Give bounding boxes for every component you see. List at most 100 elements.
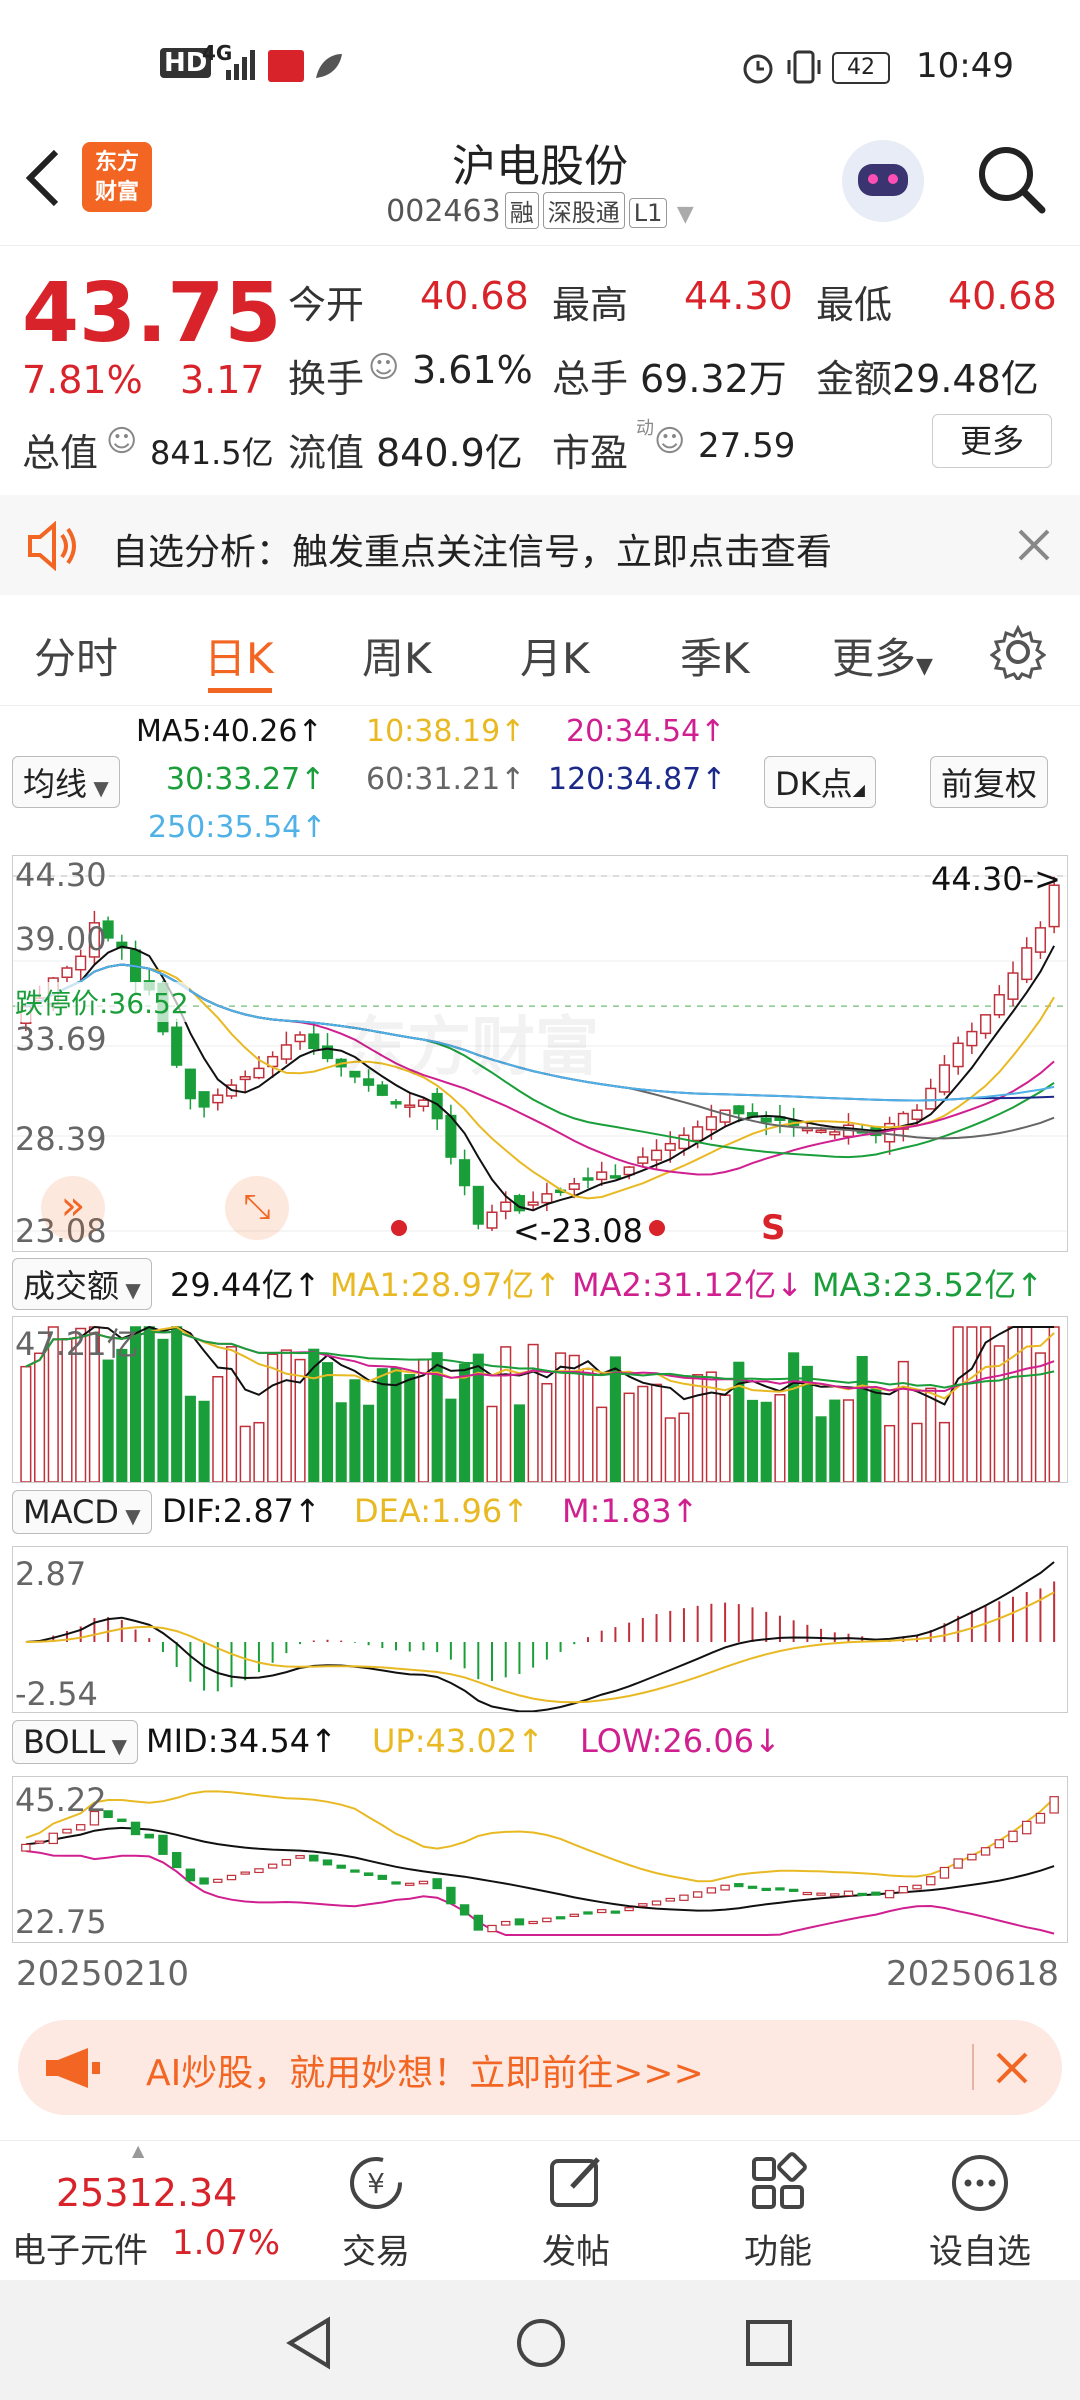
volume-bar [363,1404,375,1482]
nav-home-icon[interactable] [514,2316,568,2370]
stock-code-line[interactable]: 002463 融深股通 L1 ▼ [0,192,1080,229]
ma30-label: 30:33.27↑ [166,762,326,797]
signal-dot[interactable] [391,1220,407,1236]
tab-intraday[interactable]: 分时 [34,634,119,683]
boll-candle [542,1917,552,1923]
expand-sidebar-icon[interactable]: » [41,1176,105,1240]
candle [897,1112,909,1130]
functions-label: 功能 [744,2232,812,2272]
candle [198,1091,210,1108]
grid-apps-icon [752,2152,807,2209]
volume-bar [1034,1352,1046,1482]
hd-icon: HD [160,48,212,78]
y-label-4: 28.39 [15,1120,107,1158]
ai-ad-banner[interactable]: AI炒股，就用妙想！立即前往>>> [18,2020,1062,2115]
ma-line [25,963,1055,1200]
close-icon[interactable] [1016,527,1052,563]
fullscreen-icon[interactable]: ⤡ [225,1176,289,1240]
signal-s-marker[interactable]: S [761,1208,786,1248]
boll-candle [788,1888,799,1892]
volume-bar [938,1421,951,1482]
volume-bar [157,1338,169,1482]
candle [486,1211,498,1229]
tab-quarterly-k[interactable]: 季K [680,634,750,683]
boll-candle [679,1894,689,1901]
dropdown-triangle-icon: ▼ [676,202,694,227]
index-value[interactable]: 25312.34 [56,2171,238,2215]
volume-chart[interactable]: 47.21亿 [12,1316,1068,1483]
boll-selector[interactable]: BOLL ▼ [12,1720,138,1764]
adjust-price-button[interactable]: 前复权 [930,756,1049,808]
macd-svg [25,1561,1056,1712]
volume-selector[interactable]: 成交额 ▼ [12,1258,152,1310]
speaker-icon [28,521,76,571]
status-bar: HD 4G 42 10:49 [0,0,1080,130]
boll-candle [802,1891,813,1896]
volume-bar [719,1394,731,1482]
info-icon[interactable]: ☺ [106,424,138,459]
y-label-2: 39.00 [15,920,107,958]
boll-candle [871,1891,881,1896]
search-icon[interactable] [972,140,1052,220]
signal-dot[interactable] [649,1220,665,1236]
functions-button[interactable]: 功能 [708,2151,848,2273]
candle [623,1166,635,1176]
ma-selector[interactable]: 均线 ▼ [12,756,120,808]
candle [61,967,73,979]
tab-monthly-k[interactable]: 月K [520,634,590,683]
add-watchlist-button[interactable]: 设自选 [910,2151,1050,2273]
low-label: 最低 [816,283,893,327]
close-icon[interactable] [994,2050,1030,2086]
back-arrow-icon[interactable] [22,148,62,208]
nav-back-icon[interactable] [284,2316,334,2370]
index-name[interactable]: 电子元件 [12,2231,148,2271]
pe-label: 市盈 [552,431,629,475]
clock: 10:49 [916,46,1014,86]
candle [239,1076,251,1081]
volume-bar [349,1379,361,1482]
boll-candle [912,1884,922,1890]
candle [719,1109,731,1123]
stock-header: 东方 财富 沪电股份 002463 融深股通 L1 ▼ [0,130,1080,246]
tab-daily-k[interactable]: 日K [204,634,274,683]
limit-down-label: 跌停价:36.52 [15,982,189,1022]
candle [102,920,114,939]
boll-candle [569,1913,579,1917]
volume-bar [568,1354,580,1482]
macd-dea: DEA:1.96↑ [354,1492,530,1530]
volume-bar [541,1383,553,1482]
candle [678,1134,690,1150]
collapse-arrow-icon[interactable]: ▲ [132,2141,145,2160]
analysis-banner[interactable]: 自选分析：触发重点关注信号，立即点击查看 [0,495,1080,595]
trade-button[interactable]: ¥ 交易 [306,2151,446,2273]
dk-point-button[interactable]: DK点◢ [764,756,876,808]
boll-candle [775,1887,785,1891]
kline-chart[interactable]: 44.30 39.00 33.69 28.39 23.08 跌停价:36.52 … [12,855,1068,1252]
eastmoney-logo[interactable]: 东方 财富 [82,142,152,212]
tab-more[interactable]: 更多▼ [832,634,933,683]
candle [212,1094,224,1104]
boll-candle [816,1892,826,1896]
boll-line [25,1826,1055,1912]
robot-assistant-icon[interactable] [842,140,924,222]
macd-selector[interactable]: MACD ▼ [12,1490,152,1534]
info-icon[interactable]: ☺ [654,424,686,459]
boll-chart[interactable]: 45.22 22.75 [12,1776,1068,1943]
volume-bar [1007,1326,1019,1482]
info-icon[interactable]: ☺ [368,350,400,385]
boll-candle [446,1886,456,1905]
candle [116,941,128,949]
post-button[interactable]: 发帖 [506,2151,646,2273]
boll-candle [857,1892,867,1897]
macd-chart[interactable]: 2.87 -2.54 [12,1546,1068,1713]
index-change: 1.07% [172,2223,281,2263]
open-label: 今开 [288,283,365,327]
volume-bar [390,1367,402,1482]
tab-weekly-k[interactable]: 周K [362,634,432,683]
more-button[interactable]: 更多 [932,414,1052,468]
nav-recents-icon[interactable] [744,2318,794,2368]
macd-dif: DIF:2.87↑ [162,1492,321,1530]
candle [500,1201,512,1212]
settings-gear-icon[interactable] [990,624,1046,680]
boll-svg [21,1790,1059,1936]
